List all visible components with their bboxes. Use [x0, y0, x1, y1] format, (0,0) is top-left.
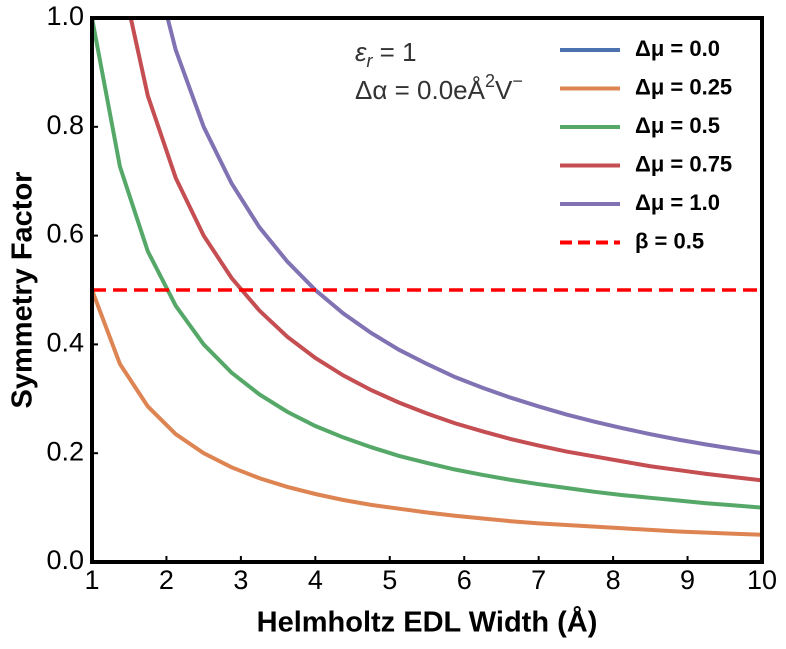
- y-tick-label: 0.6: [46, 219, 84, 249]
- plot-frame: [90, 16, 764, 564]
- annotation-part: ε: [355, 37, 367, 67]
- y-tick-label: 0.2: [46, 436, 84, 466]
- x-tick-label: 2: [159, 565, 174, 595]
- legend-label: Δμ = 0.0: [635, 36, 720, 61]
- y-tick-label: 0.8: [46, 110, 84, 140]
- y-tick-label: 1.0: [46, 1, 84, 31]
- series-line: [92, 289, 762, 537]
- x-tick-label: 5: [382, 565, 397, 595]
- plot-area: [92, 18, 762, 562]
- x-axis-label: Helmholtz EDL Width (Å): [257, 606, 598, 639]
- legend-label: Δμ = 0.75: [635, 151, 732, 176]
- x-tick-label: 9: [680, 565, 695, 595]
- legend-label: β = 0.5: [635, 228, 704, 253]
- x-tick-label: 10: [747, 565, 777, 595]
- legend-label: Δμ = 0.5: [635, 113, 720, 138]
- annotation-part: −: [512, 71, 523, 91]
- x-tick-label: 7: [531, 565, 546, 595]
- y-axis-label: Symmetry Factor: [7, 172, 39, 409]
- annotation-part: = 1: [372, 37, 416, 67]
- annotation: εr = 1: [355, 37, 417, 71]
- annotation-part: Δα = 0.0eÅ: [355, 75, 486, 105]
- series-line: [92, 18, 762, 510]
- y-tick-label: 0.0: [46, 545, 84, 575]
- x-tick-label: 4: [308, 565, 323, 595]
- series-line: [165, 18, 762, 456]
- x-tick-label: 6: [457, 565, 472, 595]
- annotation-part: V: [495, 75, 513, 105]
- legend-label: Δμ = 0.25: [635, 74, 732, 99]
- x-tick-label: 1: [84, 565, 99, 595]
- y-tick-label: 0.4: [46, 328, 84, 358]
- x-tick-label: 8: [606, 565, 621, 595]
- annotation-part: r: [366, 51, 373, 71]
- series-line: [128, 18, 762, 483]
- x-tick-label: 3: [233, 565, 248, 595]
- annotation-part: 2: [485, 71, 495, 91]
- annotation: Δα = 0.0eÅ2V−: [355, 71, 523, 105]
- legend-label: Δμ = 1.0: [635, 190, 720, 215]
